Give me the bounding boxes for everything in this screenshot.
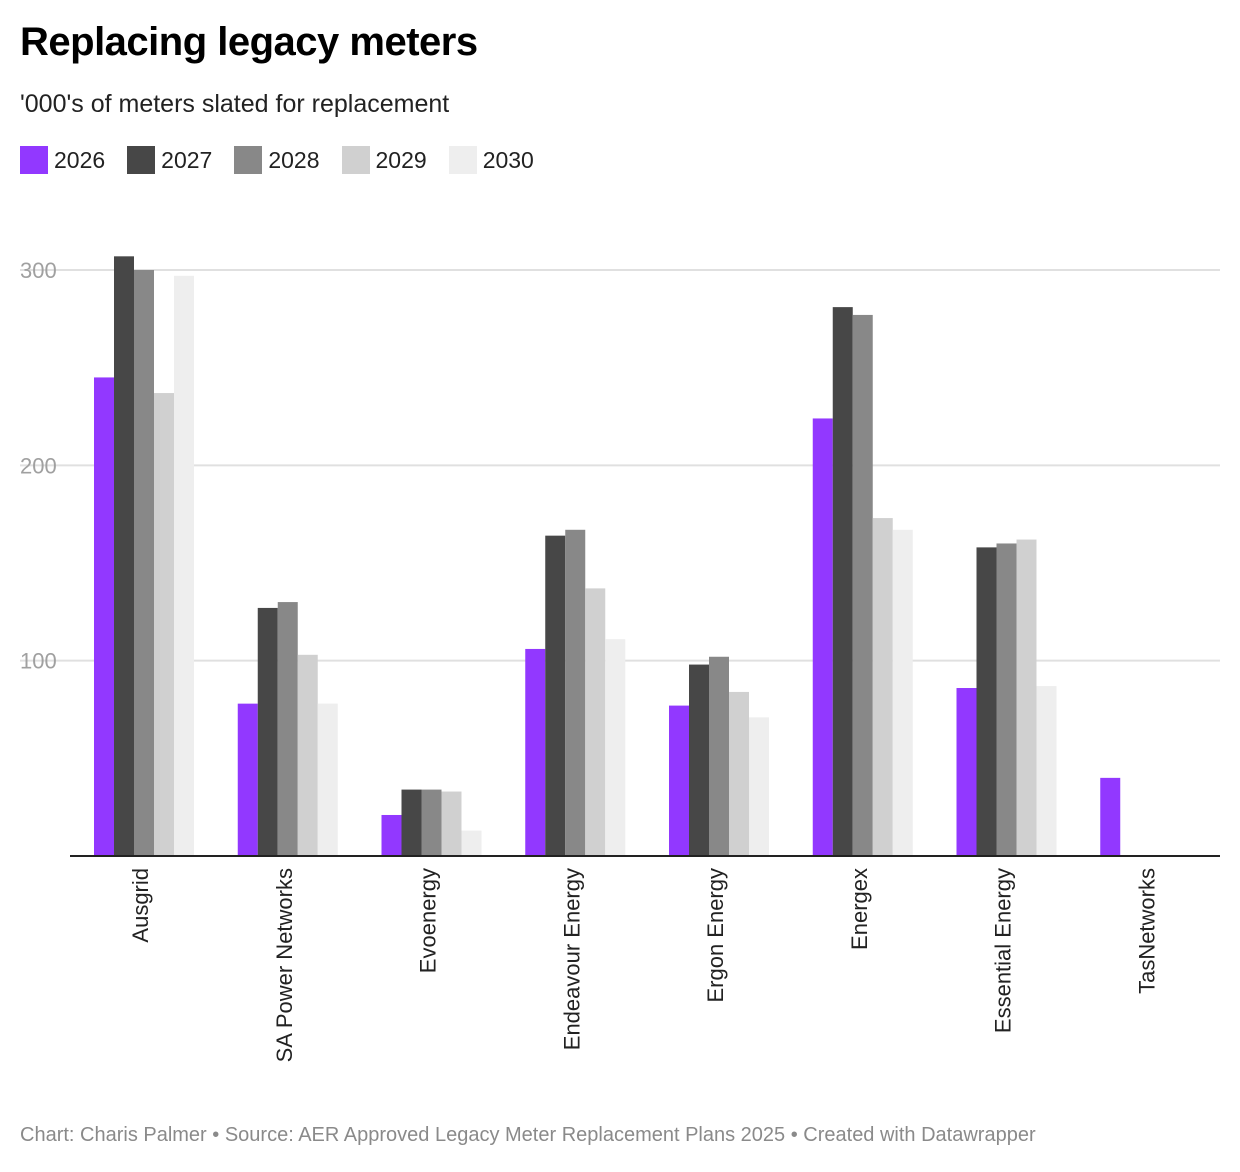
bar xyxy=(852,314,873,857)
legend-swatch xyxy=(127,146,156,174)
bar xyxy=(605,639,626,856)
bar xyxy=(956,688,977,856)
y-tick-label: 100 xyxy=(20,649,57,674)
legend-item-2027: 2027 xyxy=(127,146,212,174)
bar xyxy=(174,275,194,856)
bar xyxy=(1016,539,1037,856)
chart-title: Replacing legacy meters xyxy=(20,20,478,64)
bar xyxy=(94,377,114,856)
bar xyxy=(1036,686,1057,856)
bar xyxy=(114,256,134,856)
x-tick-label: TasNetworks xyxy=(1134,868,1159,994)
bar xyxy=(461,830,482,856)
legend-swatch xyxy=(234,146,263,174)
bar xyxy=(297,654,318,856)
bar xyxy=(277,602,298,856)
bar xyxy=(401,789,422,856)
bar xyxy=(812,418,833,856)
bar xyxy=(154,393,174,856)
bar xyxy=(832,307,853,856)
bar xyxy=(709,656,729,856)
bar xyxy=(525,648,546,856)
legend-label: 2029 xyxy=(375,146,427,173)
chart-footer: Chart: Charis Palmer • Source: AER Appro… xyxy=(20,1124,1036,1146)
y-tick-label: 200 xyxy=(20,453,57,478)
y-tick-label: 300 xyxy=(20,258,57,283)
chart-legend: 2026 2027 2028 2029 2030 xyxy=(20,146,556,174)
bar xyxy=(976,547,997,856)
x-tick-label: Endeavour Energy xyxy=(559,868,584,1050)
bar xyxy=(892,529,913,856)
bar xyxy=(565,529,586,856)
bar xyxy=(257,607,278,856)
bar xyxy=(441,791,462,856)
legend-label: 2027 xyxy=(161,146,213,173)
bar xyxy=(317,703,338,856)
bar xyxy=(421,789,442,856)
chart-subtitle: '000's of meters slated for replacement xyxy=(20,90,450,118)
x-tick-label: Ausgrid xyxy=(128,868,153,943)
legend-label: 2026 xyxy=(54,146,106,173)
x-tick-label: Energex xyxy=(847,868,872,950)
legend-label: 2030 xyxy=(482,146,534,173)
bar xyxy=(872,518,893,856)
bar xyxy=(545,535,566,856)
bar xyxy=(237,703,258,856)
legend-item-2029: 2029 xyxy=(341,146,427,174)
x-tick-label: Evoenergy xyxy=(416,868,441,973)
legend-item-2028: 2028 xyxy=(234,146,320,174)
x-tick-label: Essential Energy xyxy=(991,868,1016,1033)
x-tick-label: SA Power Networks xyxy=(272,868,297,1062)
bar xyxy=(134,270,154,856)
bar xyxy=(1100,777,1121,856)
bar xyxy=(996,543,1017,856)
legend-swatch xyxy=(341,146,370,174)
bar xyxy=(585,588,606,856)
legend-swatch xyxy=(20,146,48,174)
legend-swatch xyxy=(448,146,477,174)
bar xyxy=(749,717,769,856)
legend-label: 2028 xyxy=(268,146,320,173)
legend-item-2026: 2026 xyxy=(20,146,105,174)
x-tick-label: Ergon Energy xyxy=(703,868,728,1003)
legend-item-2030: 2030 xyxy=(448,146,534,174)
bar xyxy=(381,814,402,856)
bar xyxy=(689,664,709,856)
bar xyxy=(729,691,749,856)
bar xyxy=(669,705,689,856)
